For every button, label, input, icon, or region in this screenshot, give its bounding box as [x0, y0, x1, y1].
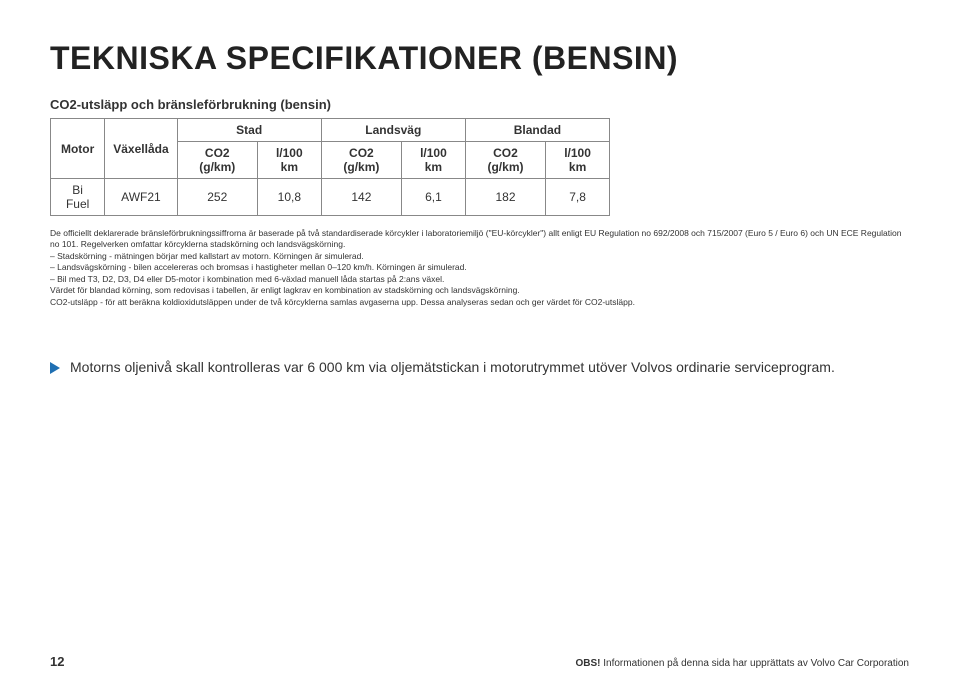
fine-line: – Landsvägskörning - bilen accelereras o… — [50, 262, 909, 273]
fine-line: – Bil med T3, D2, D3, D4 eller D5-motor … — [50, 274, 909, 285]
table-subtitle: CO2-utsläpp och bränsleförbrukning (bens… — [50, 97, 909, 112]
col-group-stad: Stad — [177, 119, 321, 142]
note-text: Motorns oljenivå skall kontrolleras var … — [70, 358, 835, 378]
table-row: Bi Fuel AWF21 252 10,8 142 6,1 182 7,8 — [51, 179, 610, 216]
cell-blan-l100: 7,8 — [546, 179, 610, 216]
col-blan-l100: l/100 km — [546, 142, 610, 179]
note-row: Motorns oljenivå skall kontrolleras var … — [50, 358, 909, 378]
page-number: 12 — [50, 654, 64, 669]
cell-stad-l100: 10,8 — [257, 179, 321, 216]
fine-print-block: De officiellt deklarerade bränsleförbruk… — [50, 228, 909, 308]
obs-note: OBS! Informationen på denna sida har upp… — [575, 658, 909, 669]
col-vaxellada: Växellåda — [105, 119, 177, 179]
col-group-landsvag: Landsväg — [321, 119, 465, 142]
fine-line: De officiellt deklarerade bränsleförbruk… — [50, 228, 909, 251]
cell-blan-co2: 182 — [465, 179, 545, 216]
fine-line: – Stadskörning - mätningen börjar med ka… — [50, 251, 909, 262]
footer: 12 OBS! Informationen på denna sida har … — [50, 654, 909, 669]
cell-motor: Bi Fuel — [51, 179, 105, 216]
fine-line: CO2-utsläpp - för att beräkna koldioxidu… — [50, 297, 909, 308]
spec-table: Motor Växellåda Stad Landsväg Blandad CO… — [50, 118, 610, 216]
col-land-co2: CO2 (g/km) — [321, 142, 401, 179]
obs-label: OBS! — [575, 658, 600, 669]
cell-land-co2: 142 — [321, 179, 401, 216]
table-header-row-1: Motor Växellåda Stad Landsväg Blandad — [51, 119, 610, 142]
fine-line: Värdet för blandad körning, som redovisa… — [50, 285, 909, 296]
col-stad-co2: CO2 (g/km) — [177, 142, 257, 179]
cell-vaxellada: AWF21 — [105, 179, 177, 216]
col-motor: Motor — [51, 119, 105, 179]
col-stad-l100: l/100 km — [257, 142, 321, 179]
page-title: TEKNISKA SPECIFIKATIONER (BENSIN) — [50, 40, 909, 77]
obs-text: Informationen på denna sida har upprätta… — [600, 658, 909, 669]
cell-stad-co2: 252 — [177, 179, 257, 216]
col-land-l100: l/100 km — [402, 142, 466, 179]
col-blan-co2: CO2 (g/km) — [465, 142, 545, 179]
triangle-icon — [50, 362, 60, 374]
cell-land-l100: 6,1 — [402, 179, 466, 216]
col-group-blandad: Blandad — [465, 119, 609, 142]
